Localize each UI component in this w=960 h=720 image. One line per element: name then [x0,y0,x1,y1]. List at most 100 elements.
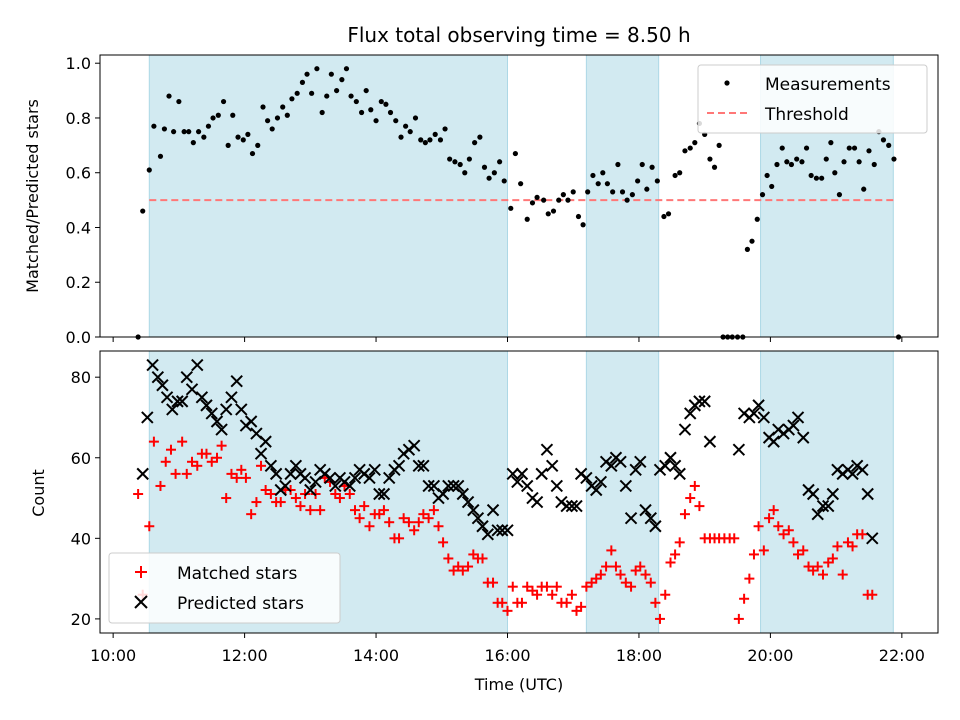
measurement-point [201,134,207,140]
predicted-star-point [659,459,672,473]
predicted-star-point [195,391,209,404]
measurement-point [828,140,834,146]
predicted-star-point [141,411,154,424]
measurement-point [255,142,261,148]
predicted-star-point [491,524,504,537]
predicted-star-point [467,503,480,517]
matched-star-point [812,561,823,572]
matched-star-point [753,521,764,532]
legend-measurements-label: Measurements [765,75,891,95]
predicted-star-point [732,443,746,456]
measurement-point [491,170,497,176]
measurement-point [644,186,650,192]
measurement-point [235,134,241,140]
measurement-point [157,153,164,159]
matched-star-point [433,521,444,532]
bottom-x-ticks: 10:00 12:00 14:00 16:00 18:00 20:00 22:00 [90,633,925,665]
measurement-point [343,66,350,72]
predicted-star-point [580,471,593,485]
measurement-point [604,181,611,187]
measurement-point [181,129,187,135]
predicted-star-point [816,499,830,513]
measurement-point [299,79,306,85]
matched-star-point [516,597,527,608]
matched-star-point [561,597,572,608]
predicted-star-point [180,370,193,384]
predicted-star-point [230,375,243,388]
predicted-star-point [235,403,248,416]
predicted-star-point [422,479,435,493]
matched-star-point [522,581,533,592]
matched-star-point [798,545,809,556]
matched-star-point [778,529,789,540]
matched-star-point [226,468,237,479]
measurement-point [836,192,843,198]
measurement-point [398,134,404,140]
measurement-point [560,192,566,198]
predicted-star-point [284,467,297,481]
matched-star-point [733,613,744,624]
measurement-point [580,222,586,228]
measurement-point [570,189,576,195]
measurement-point [619,189,626,195]
measurement-point [383,101,389,107]
matched-star-point [764,513,775,524]
measurement-point [274,115,281,121]
matched-star-point [305,505,316,516]
measurement-point [749,238,755,244]
predicted-star-point [304,483,317,497]
measurement-point [665,211,672,217]
measurement-point [309,90,315,96]
measurement-point [819,175,825,181]
measurements-points [135,66,902,340]
measurement-point [215,112,221,118]
matched-star-point [768,505,779,516]
matched-star-point [497,597,508,608]
predicted-star-point [329,479,342,493]
top-y-tick-label: 0.6 [66,164,91,183]
measurement-point [687,145,693,151]
measurement-point [304,71,310,77]
top-y-tick-label: 0.8 [66,109,91,128]
predicted-star-point [521,479,534,493]
top-panel: 0.0 0.2 0.4 0.6 0.8 1.0 Matched/Predicted sta… [23,54,939,347]
matched-star-point [216,440,227,451]
measurement-point [649,164,655,170]
measurement-point [541,197,547,203]
measurement-point [195,129,202,135]
matched-star-point [181,468,192,479]
measurement-point [146,167,152,173]
predicted-star-point [215,423,228,436]
measurement-point [784,159,790,165]
measurement-point [508,205,514,211]
matched-star-point [488,577,499,588]
top-y-tick-label: 0.4 [66,218,91,237]
predicted-star-point [244,415,258,428]
matched-star-point [155,480,166,491]
matched-star-point [251,497,262,508]
predicted-star-point [822,499,835,513]
predicted-star-point [560,499,573,513]
matched-star-point [729,533,740,544]
predicted-star-point [407,439,421,452]
predicted-star-point [811,507,824,521]
predicted-star-point [160,391,174,404]
measurement-point [230,112,236,118]
measurement-point [447,156,453,162]
predicted-star-point [373,487,386,501]
predicted-star-point [442,479,455,493]
matched-star-point [595,569,606,580]
measurement-point [556,197,562,203]
measurement-point [590,172,596,179]
measurement-point [225,142,231,148]
predicted-star-point [166,403,179,416]
predicted-star-point [787,419,800,432]
measurement-point [407,129,413,135]
matched-star-point [827,553,838,564]
predicted-star-point [545,459,559,473]
predicted-star-point [757,411,771,424]
matched-star-point [394,533,405,544]
matched-star-point [463,561,474,572]
measurement-point [245,131,251,137]
predicted-star-point [496,524,509,537]
